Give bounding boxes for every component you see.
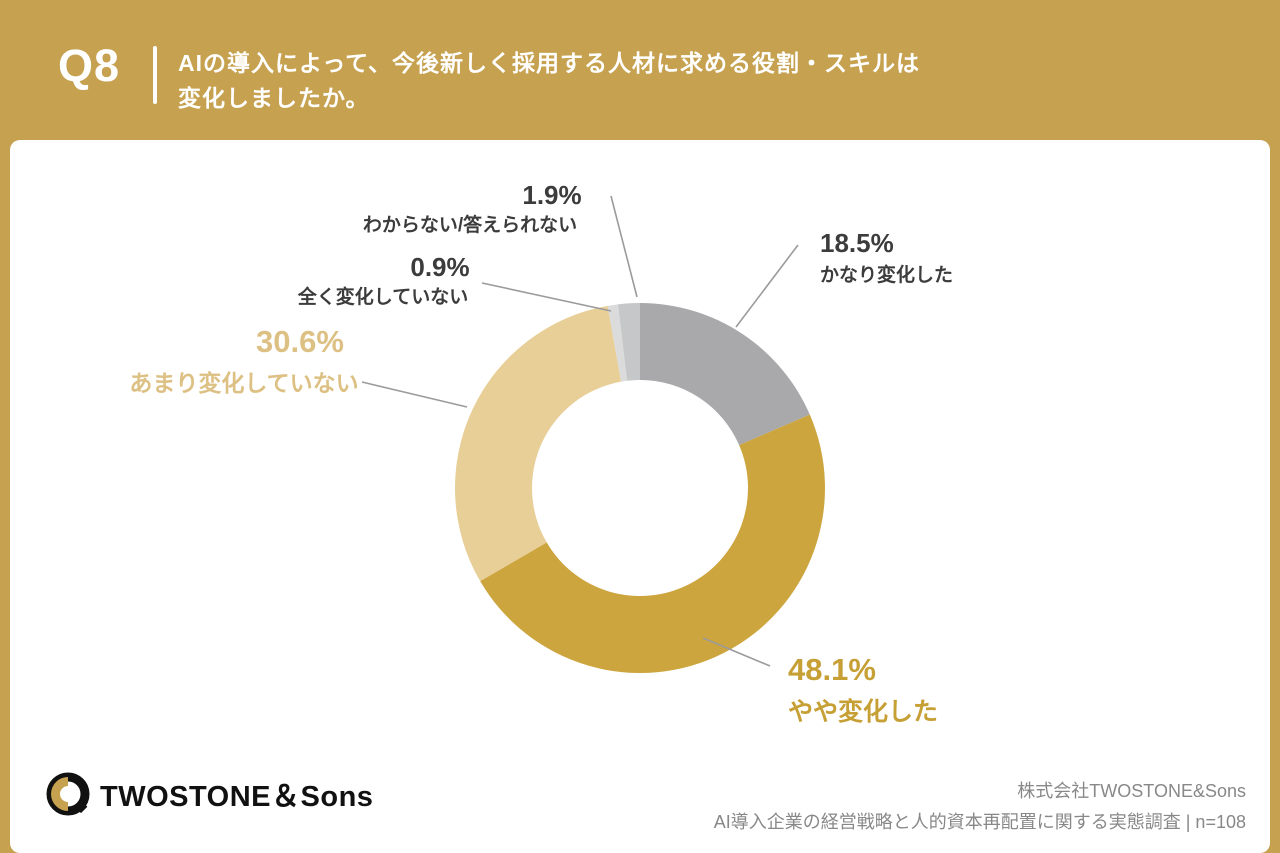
donut-segment-2 [454, 305, 622, 582]
percent-label-kanari: 18.5% [820, 228, 894, 258]
question-title-line2: 変化しましたか。 [178, 85, 370, 111]
segment-label-kanari: かなり変化した [820, 265, 954, 286]
logo-text: TWOSTONE＆Sons [100, 781, 374, 813]
donut-segment-0 [640, 303, 810, 446]
segment-label-amari: あまり変化していない [129, 370, 359, 396]
donut-segment-3 [607, 304, 628, 382]
question-number: Q8 [58, 40, 121, 91]
chart-card: 1.9% わからない/答えられない 0.9% 全く変化していない 30.6% あ… [10, 140, 1270, 853]
header-divider [153, 46, 157, 104]
twostone-logo-icon [46, 772, 90, 816]
source-company: 株式会社TWOSTONE&Sons [1017, 781, 1246, 801]
donut-segment-1 [480, 414, 826, 674]
segment-label-yaya: やや変化した [788, 698, 939, 726]
segment-label-wakaranai: わからない/答えられない [362, 215, 578, 236]
percent-label-wakaranai: 1.9% [522, 180, 582, 210]
donut-segment-4 [617, 303, 640, 381]
question-title-line1: AIの導入によって、今後新しく採用する人材に求める役割・スキルは [178, 50, 921, 76]
source-survey: AI導入企業の経営戦略と人的資本再配置に関する実態調査 | n=108 [713, 812, 1246, 832]
donut-chart [454, 303, 826, 674]
question-title: AIの導入によって、今後新しく採用する人材に求める役割・スキルは 変化しましたか… [178, 46, 920, 116]
source-block: 株式会社TWOSTONE&Sons AI導入企業の経営戦略と人的資本再配置に関す… [714, 776, 1246, 838]
percent-label-amari: 30.6% [256, 324, 344, 359]
percent-label-yaya: 48.1% [788, 652, 876, 687]
percent-label-mattaku: 0.9% [410, 252, 470, 282]
company-logo: TWOSTONE＆Sons [46, 772, 373, 816]
leader-line-wakaranai [610, 195, 638, 298]
header: Q8 AIの導入によって、今後新しく採用する人材に求める役割・スキルは 変化しま… [0, 0, 1280, 140]
segment-label-mattaku: 全く変化していない [297, 287, 469, 308]
